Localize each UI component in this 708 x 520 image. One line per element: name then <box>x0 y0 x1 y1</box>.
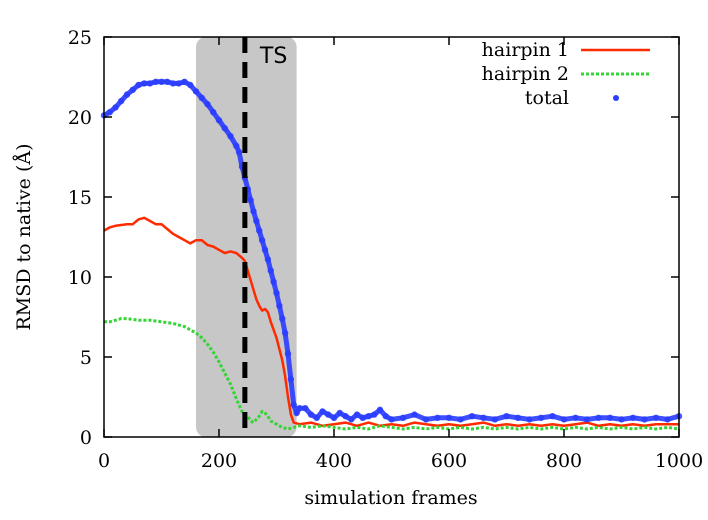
ts-label: TS <box>259 44 287 69</box>
legend-label-hairpin-2: hairpin 2 <box>482 63 569 85</box>
plot-frame <box>103 36 680 438</box>
y-tick-label: 25 <box>68 27 92 49</box>
y-tick-label: 5 <box>80 347 92 369</box>
series-total-line <box>102 79 680 422</box>
x-axis-title: simulation frames <box>304 487 477 509</box>
y-tick-label: 0 <box>80 427 92 449</box>
x-tick-label: 0 <box>98 450 110 472</box>
y-tick-label: 10 <box>68 267 92 289</box>
y-tick-label: 20 <box>68 107 92 129</box>
y-tick-label: 15 <box>68 187 92 209</box>
y-axis-title: RMSD to native (Å) <box>13 143 35 330</box>
x-tick-label: 200 <box>201 450 237 472</box>
legend-swatch-total <box>613 95 619 101</box>
x-tick-label: 800 <box>546 450 582 472</box>
series-hairpin-1-line <box>103 216 679 428</box>
x-tick-label: 1000 <box>655 450 703 472</box>
series-hairpin-2-line <box>104 317 680 431</box>
legend-label-total: total <box>525 87 569 109</box>
series-total-points <box>100 78 683 423</box>
legend-label-hairpin-1: hairpin 1 <box>482 39 569 61</box>
x-tick-label: 600 <box>431 450 467 472</box>
x-tick-label: 400 <box>316 450 352 472</box>
